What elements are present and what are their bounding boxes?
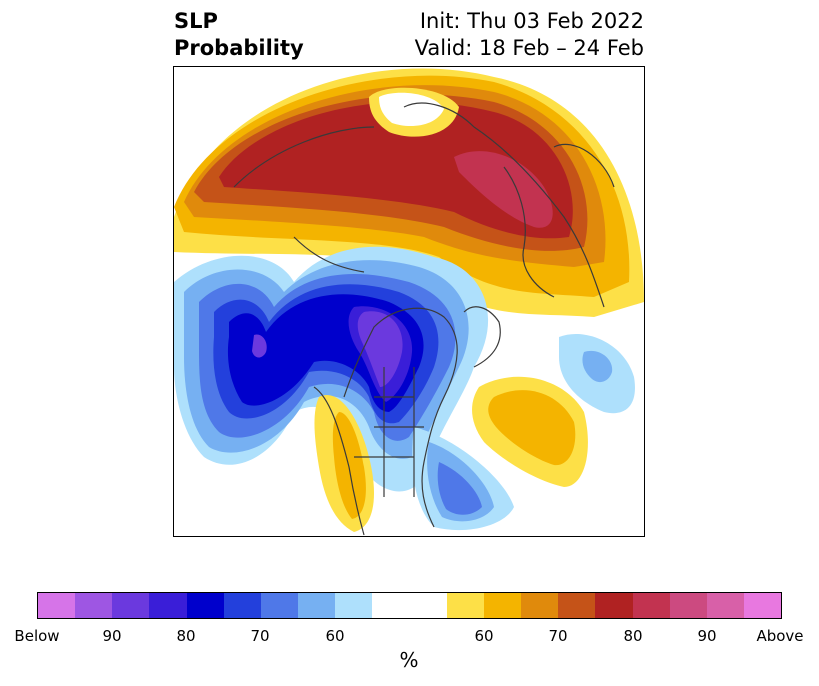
colorbar-segment xyxy=(409,593,447,618)
above-80-region xyxy=(219,101,573,239)
tick-label: 80 xyxy=(623,627,643,645)
coastlines xyxy=(233,102,615,536)
colorbar-segment xyxy=(669,593,707,618)
map-dates: Init: Thu 03 Feb 2022 Valid: 18 Feb – 24… xyxy=(415,8,644,62)
tick-label: 90 xyxy=(102,627,122,645)
near-normal-arctic-core xyxy=(379,92,444,127)
colorbar-segment xyxy=(38,593,76,618)
colorbar-segment xyxy=(558,593,596,618)
colorbar-unit: % xyxy=(399,648,419,672)
map-canvas xyxy=(174,67,644,536)
tick-label: 60 xyxy=(474,627,494,645)
colorbar-segment xyxy=(743,593,782,618)
tick-label: Above xyxy=(756,627,804,645)
below-se-us-70 xyxy=(437,462,482,515)
valid-range: Valid: 18 Feb – 24 Feb xyxy=(414,36,644,60)
above-atlantic-65 xyxy=(488,390,576,466)
map-title: SLP Probability xyxy=(174,8,304,62)
colorbar-segment xyxy=(75,593,113,618)
colorbar-segment xyxy=(223,593,261,618)
colorbar-segment xyxy=(186,593,224,618)
title-variable: SLP xyxy=(174,9,218,33)
below-90-region xyxy=(357,311,403,387)
colorbar-segment xyxy=(260,593,299,618)
probability-map xyxy=(173,66,645,537)
tick-label: 70 xyxy=(548,627,568,645)
tick-label: 80 xyxy=(176,627,196,645)
below-pacific-core xyxy=(252,334,267,358)
title-quantity: Probability xyxy=(174,36,304,60)
colorbar-segment xyxy=(298,593,336,618)
colorbar xyxy=(37,592,782,619)
tick-label: 60 xyxy=(325,627,345,645)
below-east-atlantic-core xyxy=(582,350,613,383)
colorbar-segment xyxy=(446,593,484,618)
tick-label: Below xyxy=(14,627,60,645)
tick-label: 70 xyxy=(250,627,270,645)
colorbar-segment xyxy=(335,593,373,618)
colorbar-segment xyxy=(112,593,150,618)
colorbar-segment xyxy=(149,593,187,618)
colorbar-segment xyxy=(706,593,744,618)
colorbar-segment xyxy=(595,593,633,618)
colorbar-segment xyxy=(521,593,559,618)
hemisphere-mask xyxy=(174,67,644,536)
tick-label: 90 xyxy=(697,627,717,645)
above-85-region xyxy=(454,151,553,228)
colorbar-segment xyxy=(483,593,522,618)
init-date: Init: Thu 03 Feb 2022 xyxy=(419,9,644,33)
colorbar-segment xyxy=(632,593,670,618)
colorbar-segment xyxy=(372,593,410,618)
